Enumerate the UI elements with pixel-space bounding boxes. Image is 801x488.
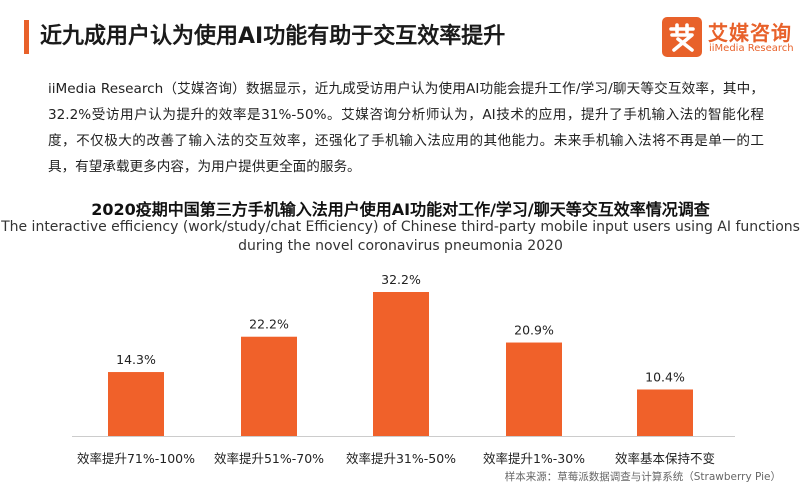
chart-subtitle: The interactive efficiency (work/study/c…	[1, 219, 800, 254]
summary-paragraph: iiMedia Research（艾媒咨询）数据显示，近九成受访用户认为使用AI…	[48, 81, 764, 175]
bar	[637, 389, 693, 436]
data-label: 20.9%	[514, 323, 554, 338]
iimedia-logo: 艾媒咨询 iiMedia Research	[662, 17, 797, 61]
x-tick-label: 效率基本保持不变	[615, 451, 715, 466]
data-label: 10.4%	[645, 369, 685, 384]
data-label: 22.2%	[249, 317, 289, 332]
logo-text-cn: 艾媒咨询	[708, 21, 792, 45]
logo-text-en: iiMedia Research	[709, 43, 794, 54]
header: 近九成用户认为使用AI功能有助于交互效率提升 艾媒咨询 iiMedia Rese…	[0, 0, 801, 70]
x-tick-label: 效率提升1%-30%	[483, 451, 585, 466]
chart-title: 2020疫期中国第三方手机输入法用户使用AI功能对工作/学习/聊天等交互效率情况…	[91, 200, 710, 219]
source-note: 样本来源：草莓派数据调查与计算系统（Strawberry Pie）	[504, 471, 781, 483]
bar	[241, 336, 297, 436]
bar	[506, 342, 562, 436]
data-label: 14.3%	[116, 352, 156, 367]
x-tick-label: 效率提升31%-50%	[346, 451, 456, 466]
logo-mark-icon	[662, 17, 702, 57]
x-tick-label: 效率提升71%-100%	[77, 451, 195, 466]
bar	[108, 372, 164, 436]
bar	[373, 292, 429, 436]
title-accent-bar	[24, 20, 29, 54]
x-tick-label: 效率提升51%-70%	[214, 451, 324, 466]
page-title: 近九成用户认为使用AI功能有助于交互效率提升	[40, 24, 506, 49]
data-label: 32.2%	[381, 272, 421, 287]
